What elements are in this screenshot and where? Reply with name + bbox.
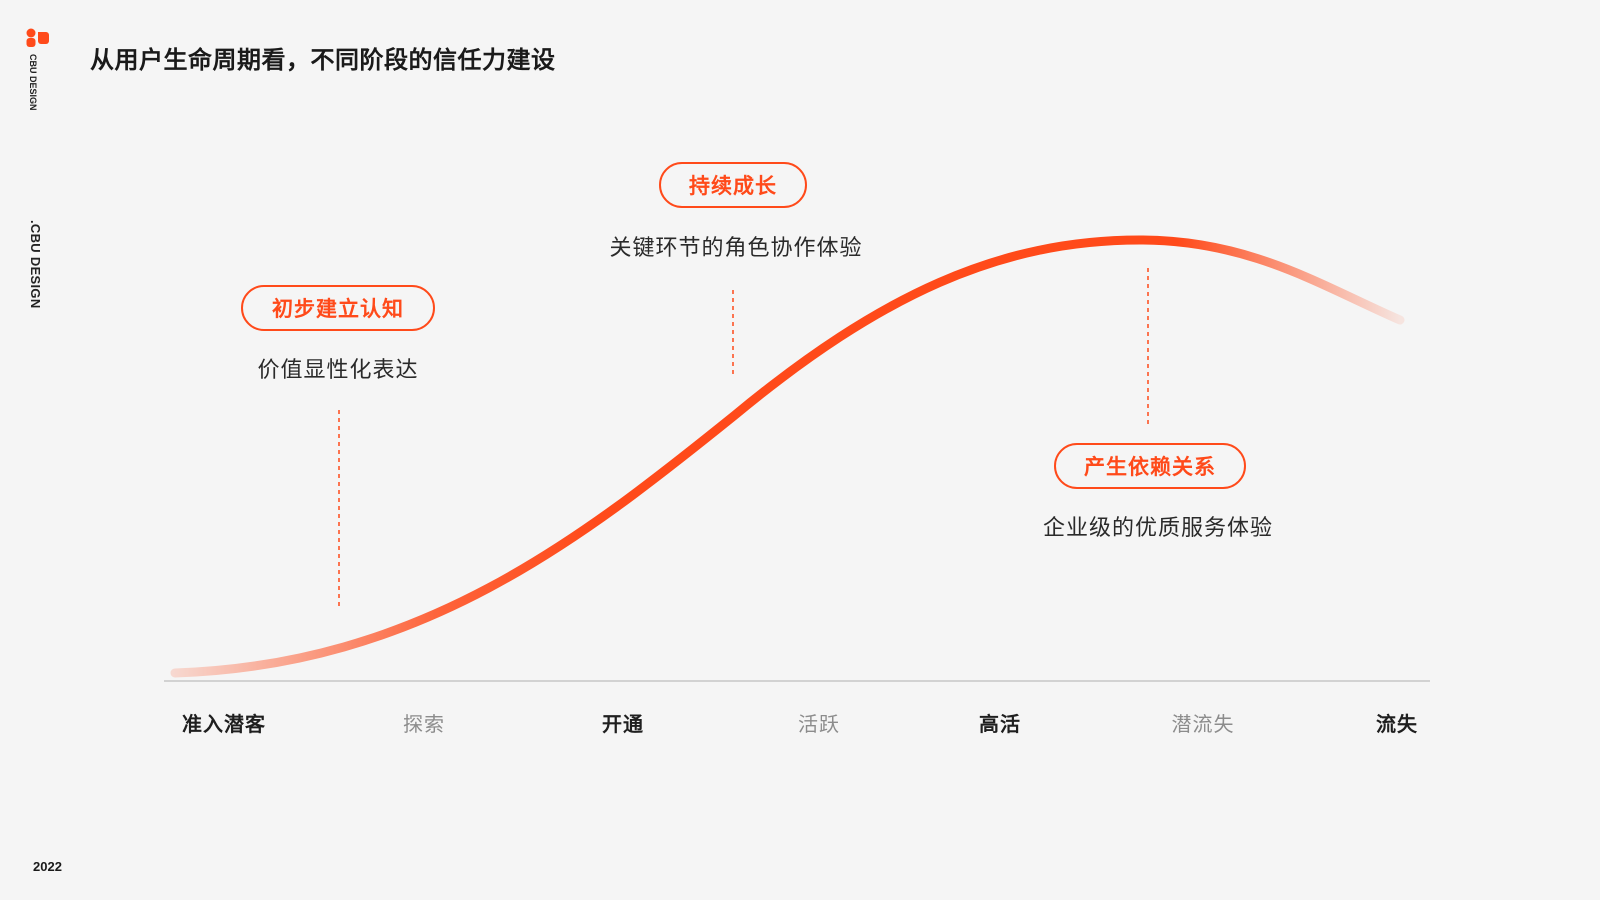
milestone-2-tag: 持续成长 [659, 162, 807, 208]
stage-label-2: 探索 [403, 712, 445, 736]
stage-label-5: 高活 [979, 712, 1021, 736]
stage-label-7: 流失 [1376, 712, 1418, 736]
stage-label-4: 活跃 [798, 712, 840, 736]
stage-label-1: 准入潜客 [182, 712, 266, 736]
milestone-3-desc: 企业级的优质服务体验 [1042, 516, 1274, 541]
side-brand-label: .CBU DESIGN [28, 220, 43, 309]
cbu-logo-icon [26, 28, 49, 47]
logo-text: CBU DESIGN [28, 54, 38, 111]
milestone-2-desc: 关键环节的角色协作体验 [609, 236, 863, 261]
stage-label-3: 开通 [602, 712, 644, 736]
milestone-1-desc: 价值显性化表达 [257, 358, 419, 383]
year-label: 2022 [33, 859, 62, 874]
milestone-1-tag: 初步建立认知 [241, 285, 435, 331]
lifecycle-curve [170, 235, 1405, 678]
page-title: 从用户生命周期看，不同阶段的信任力建设 [90, 46, 556, 74]
milestone-3-tag: 产生依赖关系 [1054, 443, 1246, 489]
stage-label-6: 潜流失 [1171, 712, 1235, 736]
